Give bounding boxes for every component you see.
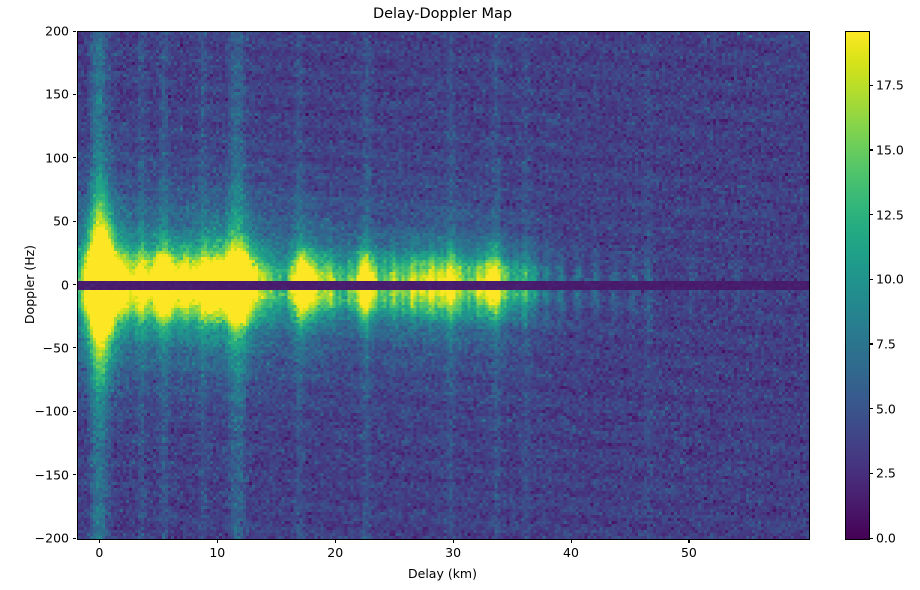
y-tick-mark	[72, 220, 76, 222]
x-axis-label: Delay (km)	[408, 566, 477, 581]
y-tick-mark	[72, 474, 76, 476]
x-tick-label: 10	[209, 545, 226, 560]
y-tick-label: −100	[34, 403, 69, 419]
colorbar-tick-mark	[869, 149, 873, 151]
x-tick-mark	[570, 539, 572, 543]
y-tick-mark	[72, 284, 76, 286]
y-tick-mark	[72, 30, 76, 32]
y-tick-mark	[72, 93, 76, 95]
colorbar-tick-label: 15.0	[876, 142, 904, 158]
y-tick-label: 200	[45, 23, 69, 39]
y-tick-label: −200	[34, 530, 69, 546]
colorbar-tick-mark	[869, 214, 873, 216]
colorbar-tick-mark	[869, 343, 873, 345]
colorbar-tick-label: 7.5	[876, 336, 896, 352]
x-tick-mark	[688, 539, 690, 543]
colorbar-tick-label: 17.5	[876, 77, 904, 93]
colorbar-tick-mark	[869, 278, 873, 280]
colorbar-tick-mark	[869, 472, 873, 474]
x-tick-mark	[216, 539, 218, 543]
colorbar-tick-label: 5.0	[876, 401, 896, 417]
colorbar-gradient	[846, 32, 869, 539]
y-tick-mark	[72, 410, 76, 412]
x-tick-mark	[98, 539, 100, 543]
y-tick-label: −150	[34, 467, 69, 483]
delay-doppler-heatmap	[78, 32, 809, 539]
x-tick-label: 30	[445, 545, 462, 560]
x-tick-mark	[452, 539, 454, 543]
y-tick-mark	[72, 157, 76, 159]
y-tick-label: 50	[53, 213, 69, 229]
x-tick-mark	[334, 539, 336, 543]
page-title: Delay-Doppler Map	[372, 6, 513, 22]
colorbar	[845, 31, 870, 540]
y-tick-mark	[72, 347, 76, 349]
x-tick-label: 40	[563, 545, 579, 560]
x-tick-label: 20	[327, 545, 344, 560]
y-tick-label: −50	[42, 340, 69, 356]
y-tick-label: 150	[45, 86, 69, 102]
colorbar-tick-label: 0.0	[876, 530, 896, 546]
colorbar-tick-label: 12.5	[876, 207, 904, 223]
heatmap-plot-area	[77, 31, 810, 540]
y-axis-label: Doppler (Hz)	[22, 244, 37, 325]
y-tick-label: 0	[61, 277, 69, 292]
colorbar-tick-label: 10.0	[876, 271, 904, 287]
colorbar-tick-mark	[869, 408, 873, 410]
colorbar-tick-label: 2.5	[876, 465, 896, 481]
x-tick-label: 50	[680, 545, 697, 560]
colorbar-tick-mark	[869, 537, 873, 539]
y-tick-label: 100	[45, 150, 69, 166]
y-tick-mark	[72, 537, 76, 539]
x-tick-label: 0	[95, 545, 104, 560]
colorbar-tick-mark	[869, 84, 873, 86]
